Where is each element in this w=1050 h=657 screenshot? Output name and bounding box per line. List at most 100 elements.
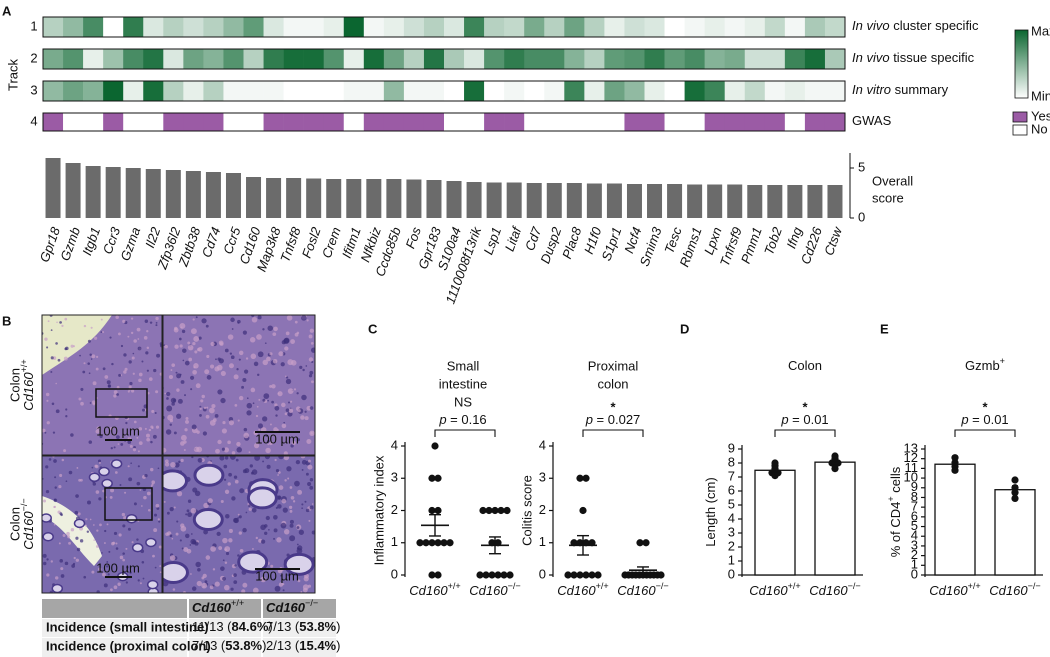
score-bar xyxy=(687,184,703,218)
nucleus xyxy=(278,456,285,460)
nucleus xyxy=(287,401,291,404)
nucleus xyxy=(225,551,230,556)
nucleus xyxy=(243,427,248,432)
nucleus xyxy=(176,520,179,523)
nucleus xyxy=(158,545,162,549)
nucleus xyxy=(229,352,232,355)
nucleus xyxy=(307,584,312,588)
nucleus xyxy=(251,507,257,513)
nucleus xyxy=(187,499,192,503)
heat-cell xyxy=(644,49,665,69)
nucleus xyxy=(190,573,192,575)
data-point xyxy=(485,506,493,515)
nucleus xyxy=(99,434,103,438)
nucleus xyxy=(74,510,79,515)
score-bar xyxy=(366,179,382,218)
nucleus xyxy=(273,326,278,332)
nucleus xyxy=(287,388,294,395)
table-cell: 7/13 (53.8%) xyxy=(192,638,266,653)
track-number: 2 xyxy=(30,50,37,65)
nucleus xyxy=(113,446,116,449)
nucleus xyxy=(76,467,79,469)
x-tick-label: Cd160−/− xyxy=(469,581,520,598)
nucleus xyxy=(174,344,179,349)
y-tick-label: 0 xyxy=(539,566,546,581)
score-bar xyxy=(667,184,683,218)
nucleus xyxy=(244,369,249,374)
y-tick-label: 8 xyxy=(911,489,918,504)
heat-cell xyxy=(183,81,204,101)
nucleus xyxy=(273,427,278,432)
crypt xyxy=(98,466,110,477)
nucleus xyxy=(262,359,269,366)
heat-cell xyxy=(123,81,144,101)
heat-cell xyxy=(123,113,144,131)
nucleus xyxy=(277,471,281,474)
crypt xyxy=(193,463,225,487)
nucleus xyxy=(248,504,251,508)
nucleus xyxy=(60,574,65,578)
text-part: ) xyxy=(336,638,340,653)
nucleus xyxy=(125,421,128,425)
nucleus xyxy=(277,474,279,476)
nucleus xyxy=(89,353,92,356)
nucleus xyxy=(55,409,60,414)
heat-cell xyxy=(664,113,685,131)
nucleus xyxy=(227,482,231,486)
heat-cell xyxy=(824,49,846,69)
nucleus xyxy=(262,328,265,331)
nucleus xyxy=(138,427,143,431)
score-bar xyxy=(105,167,121,218)
nucleus xyxy=(277,391,283,397)
y-tick-label: 4 xyxy=(728,510,735,525)
nucleus xyxy=(205,324,209,328)
nucleus xyxy=(223,447,230,453)
nucleus xyxy=(262,577,266,581)
y-tick-label: 2 xyxy=(911,547,918,562)
nucleus xyxy=(129,381,133,386)
nucleus xyxy=(155,503,160,508)
panel-letter: B xyxy=(2,313,11,328)
nucleus xyxy=(265,515,270,521)
heat-cell xyxy=(383,113,405,131)
y-tick-label: 10 xyxy=(904,470,918,485)
nucleus xyxy=(122,558,125,562)
nucleus xyxy=(125,547,128,550)
heat-cell xyxy=(43,113,64,131)
heat-cell xyxy=(684,17,705,37)
nucleus xyxy=(264,456,271,460)
data-point xyxy=(774,469,782,477)
nucleus xyxy=(251,317,258,323)
heat-cell xyxy=(524,17,545,37)
nucleus xyxy=(88,440,93,444)
nucleus xyxy=(45,392,50,397)
legend-swatch xyxy=(1012,124,1028,136)
nucleus xyxy=(203,406,207,410)
panel-letter: D xyxy=(680,321,689,336)
y-tick-label: 3 xyxy=(728,524,735,539)
nucleus xyxy=(141,560,145,564)
nucleus xyxy=(65,415,68,418)
heat-cell xyxy=(724,17,746,37)
nucleus xyxy=(155,390,159,394)
heat-cell xyxy=(263,113,284,131)
heat-cell xyxy=(203,113,224,131)
nucleus xyxy=(163,500,166,503)
heat-cell xyxy=(43,81,64,101)
heat-cell xyxy=(343,81,365,101)
legend-label: Yes xyxy=(1031,108,1050,123)
data-point xyxy=(482,571,490,579)
nucleus xyxy=(309,505,314,510)
row-genotype: Cd160+/+ xyxy=(19,359,36,410)
nucleus xyxy=(246,397,249,400)
text-part: +/+ xyxy=(968,581,981,591)
nucleus xyxy=(61,458,65,462)
nucleus xyxy=(233,374,239,380)
data-point xyxy=(564,571,572,579)
nucleus xyxy=(139,489,142,491)
nucleus xyxy=(309,370,314,375)
heat-cell xyxy=(764,113,786,131)
nucleus xyxy=(208,407,215,414)
nucleus xyxy=(271,384,276,389)
heat-cell xyxy=(403,49,425,69)
